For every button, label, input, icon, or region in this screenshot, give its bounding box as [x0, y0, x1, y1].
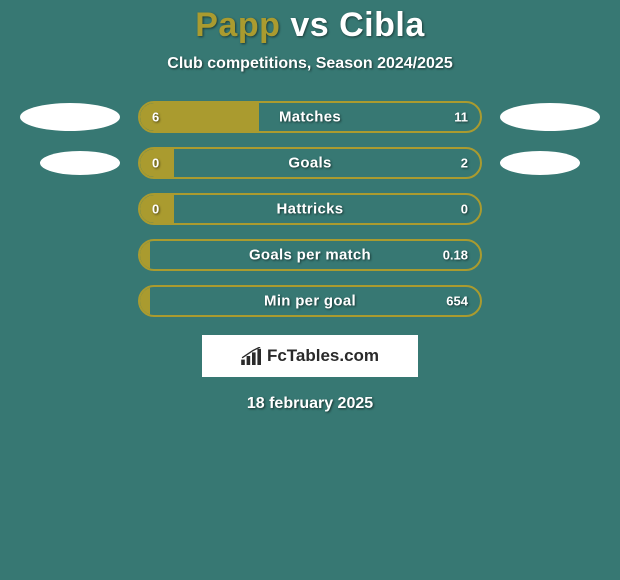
page-title: Papp vs Cibla — [0, 6, 620, 45]
stat-fill-right — [174, 195, 480, 223]
title-left-name: Papp — [195, 6, 280, 44]
stat-bar: Min per goal654 — [138, 285, 482, 317]
stat-value-right: 11 — [454, 110, 468, 125]
right-placeholder-ellipse — [500, 103, 600, 131]
stat-value-right: 2 — [461, 156, 468, 171]
stat-fill-right — [174, 149, 480, 177]
stat-fill-left — [140, 241, 150, 269]
right-placeholder-ellipse — [500, 287, 600, 315]
stats-area: Matches611Goals02Hattricks00Goals per ma… — [0, 101, 620, 317]
stat-value-left: 6 — [152, 110, 159, 125]
stat-value-left: 0 — [152, 202, 159, 217]
right-placeholder-ellipse — [500, 195, 600, 223]
comparison-widget: Papp vs Cibla Club competitions, Season … — [0, 0, 620, 580]
stat-bar: Goals per match0.18 — [138, 239, 482, 271]
stat-fill-right — [259, 103, 480, 131]
stat-row: Goals02 — [10, 147, 610, 179]
stat-value-right: 654 — [446, 294, 468, 309]
stat-bar: Hattricks00 — [138, 193, 482, 225]
stat-row: Matches611 — [10, 101, 610, 133]
stat-fill-left — [140, 287, 150, 315]
chart-icon — [241, 347, 263, 365]
left-placeholder-ellipse — [20, 103, 120, 131]
stat-value-right: 0.18 — [443, 248, 468, 263]
stat-bar: Goals02 — [138, 147, 482, 179]
left-placeholder-ellipse — [20, 241, 120, 269]
subtitle: Club competitions, Season 2024/2025 — [0, 55, 620, 73]
stat-fill-right — [150, 287, 480, 315]
stat-bar: Matches611 — [138, 101, 482, 133]
stat-row: Goals per match0.18 — [10, 239, 610, 271]
left-placeholder-ellipse — [40, 151, 120, 175]
date-line: 18 february 2025 — [0, 395, 620, 413]
stat-value-left: 0 — [152, 156, 159, 171]
brand-logo-text: FcTables.com — [267, 346, 379, 366]
left-placeholder-ellipse — [20, 287, 120, 315]
right-placeholder-ellipse — [500, 151, 580, 175]
stat-row: Hattricks00 — [10, 193, 610, 225]
title-vs: vs — [290, 6, 329, 44]
left-placeholder-ellipse — [20, 195, 120, 223]
right-placeholder-ellipse — [500, 241, 600, 269]
brand-logo-inner: FcTables.com — [241, 346, 379, 366]
title-right-name: Cibla — [339, 6, 425, 44]
stat-value-right: 0 — [461, 202, 468, 217]
brand-logo[interactable]: FcTables.com — [202, 335, 418, 377]
stat-row: Min per goal654 — [10, 285, 610, 317]
stat-fill-right — [150, 241, 480, 269]
